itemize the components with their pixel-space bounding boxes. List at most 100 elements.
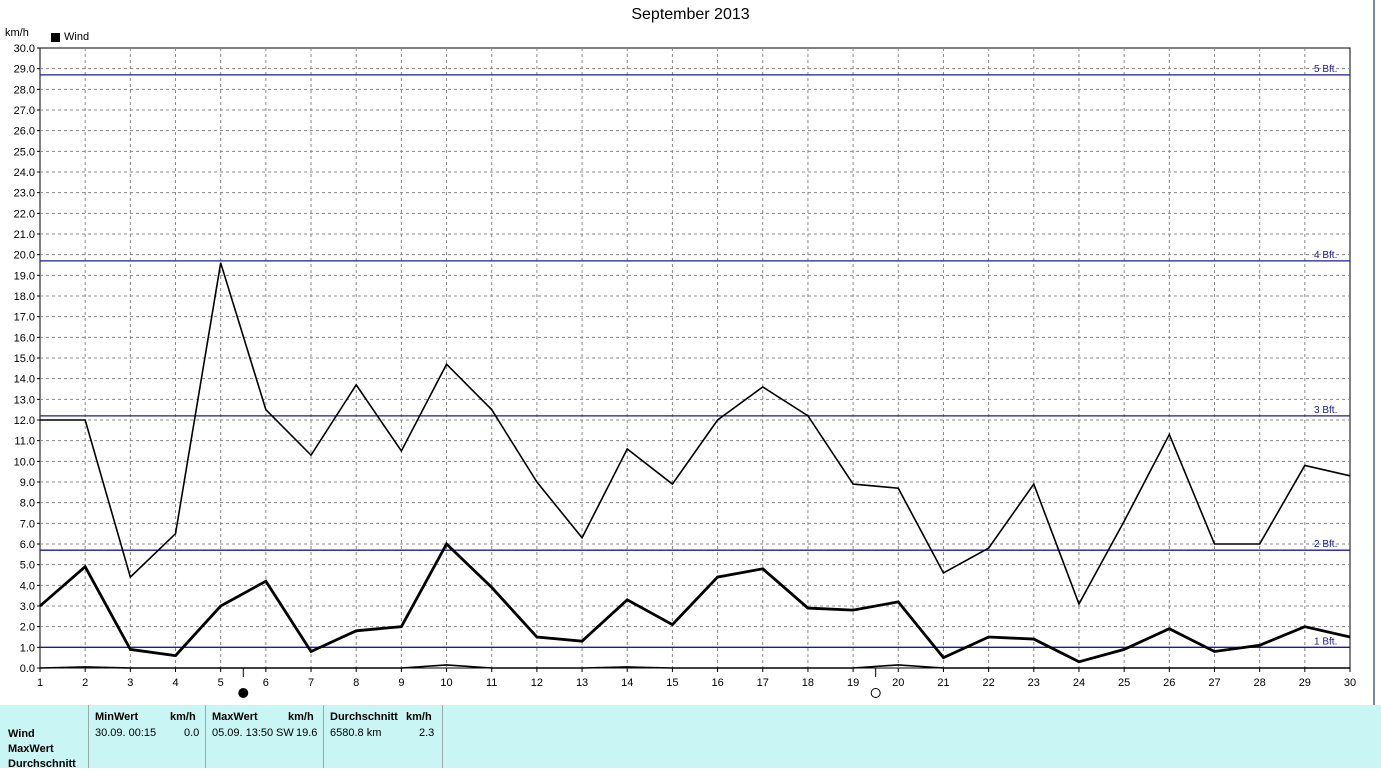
data-point-average [174, 655, 177, 657]
data-point-average [1304, 626, 1306, 628]
data-point-average [84, 566, 86, 568]
data-point-min [220, 667, 222, 669]
x-tick-label: 10 [440, 677, 452, 689]
x-tick-label: 17 [757, 677, 769, 689]
data-point-max [1078, 603, 1080, 605]
y-tick-label: 24.0 [14, 167, 35, 179]
y-tick-label: 21.0 [14, 229, 35, 241]
data-point-min [942, 667, 945, 669]
data-point-max [897, 487, 899, 489]
data-point-average [1033, 638, 1035, 640]
x-tick-label: 13 [576, 677, 588, 689]
y-tick-label: 27.0 [14, 105, 35, 117]
y-tick-label: 1.0 [20, 642, 35, 654]
data-point-max [1033, 483, 1035, 485]
x-tick-label: 1 [37, 677, 43, 689]
x-tick-label: 11 [486, 677, 497, 689]
data-point-max [581, 537, 583, 539]
y-tick-label: 18.0 [14, 291, 35, 303]
min-column: MinWert km/h 30.09. 00:15 0.0 [88, 705, 206, 768]
data-point-average [39, 605, 41, 607]
data-point-max [1349, 475, 1351, 477]
legend-label-wind: Wind [64, 31, 90, 43]
x-tick-label: 19 [847, 677, 859, 689]
data-point-min [1213, 667, 1216, 669]
full-moon-icon [870, 688, 881, 698]
y-tick-label: 9.0 [20, 477, 35, 489]
row-label-maxwert: MaxWert [8, 743, 54, 755]
y-tick-label: 11.0 [14, 436, 35, 448]
y-tick-label: 19.0 [14, 270, 35, 282]
data-point-max [1168, 433, 1170, 436]
x-tick-label: 20 [892, 677, 904, 689]
x-tick-label: 5 [218, 677, 224, 689]
data-point-min [716, 667, 719, 669]
data-point-average [400, 626, 402, 628]
y-tick-label: 3.0 [20, 601, 35, 613]
x-tick-label: 30 [1344, 677, 1356, 689]
data-point-min [626, 666, 628, 668]
y-tick-label: 10.0 [14, 456, 35, 468]
y-tick-label: 15.0 [14, 353, 35, 365]
beaufort-label: 4 Bft. [1314, 250, 1337, 261]
y-tick-label: 20.0 [14, 250, 35, 262]
data-point-max [671, 483, 674, 485]
data-point-max [716, 419, 719, 421]
chart-area: 0.0 1.0 2.0 3.0 4.0 5.0 6.0 7.0 8.0 9.0 10.0 11.0 12… [5, 0, 1375, 705]
x-tick-label: 9 [398, 677, 404, 689]
data-point-min [1349, 667, 1351, 669]
x-tick-label: 15 [666, 677, 678, 689]
new-moon-icon [238, 688, 249, 698]
data-point-average [1213, 650, 1216, 653]
y-tick-label: 0.0 [20, 663, 35, 675]
avg-column: Durchschnitt km/h 6580.8 km 2.3 [323, 705, 443, 768]
window-edge-line [1373, 0, 1375, 705]
data-point-average [671, 624, 674, 626]
x-tick-label: 28 [1254, 677, 1266, 689]
y-tick-label: 28.0 [14, 84, 35, 96]
data-point-average [310, 650, 312, 653]
data-point-max [445, 363, 448, 365]
legend: Wind [51, 31, 89, 43]
data-point-average [1259, 644, 1261, 646]
chart-title: September 2013 [631, 6, 750, 23]
data-point-min [852, 667, 854, 669]
data-point-min [310, 667, 312, 669]
data-point-min [1168, 667, 1170, 669]
y-tick-label: 7.0 [20, 518, 35, 530]
min-date: 30.09. 00:15 [95, 727, 157, 739]
min-value: 0.0 [184, 727, 200, 739]
data-point-average [716, 576, 719, 578]
data-point-min [807, 667, 809, 669]
data-point-average [1078, 661, 1080, 663]
data-point-average [942, 657, 945, 659]
stats-row-labels: Wind MaxWert Durchschnitt [8, 727, 76, 772]
x-tick-label: 27 [1208, 677, 1220, 689]
data-point-average [581, 640, 583, 642]
y-tick-label: 8.0 [20, 498, 35, 510]
data-point-average [1168, 628, 1170, 630]
y-tick-label: 5.0 [20, 560, 35, 572]
data-point-min [762, 667, 764, 669]
y-tick-label: 29.0 [14, 64, 35, 76]
data-point-max [1213, 543, 1216, 545]
data-point-average [1123, 648, 1125, 651]
avg-header: Durchschnitt [330, 711, 398, 723]
x-tick-label: 14 [621, 677, 633, 689]
data-point-min [581, 667, 583, 669]
y-tick-label: 2.0 [20, 622, 35, 634]
data-point-max [355, 384, 357, 386]
y-tick-label: 22.0 [14, 208, 35, 220]
data-point-min [84, 666, 86, 668]
data-point-min [265, 667, 267, 669]
data-point-average [220, 605, 222, 607]
data-point-max [852, 483, 854, 485]
data-point-max [536, 481, 538, 483]
y-tick-label: 17.0 [14, 312, 35, 324]
row-label-durchschnitt: Durchschnitt [8, 758, 76, 770]
y-tick-label: 6.0 [20, 539, 35, 551]
avg-value: 2.3 [419, 727, 435, 739]
data-point-average [355, 630, 357, 632]
max-header: MaxWert [212, 711, 258, 723]
data-point-max [762, 386, 764, 388]
